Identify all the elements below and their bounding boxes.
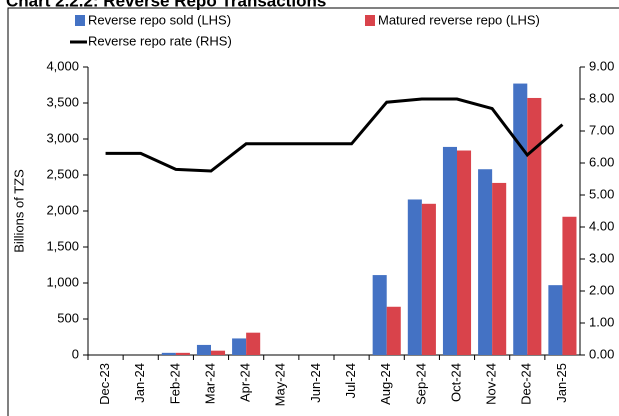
y2-tick-label: 2.00	[589, 282, 614, 297]
x-tick-label: Nov-24	[484, 363, 499, 405]
bar	[196, 344, 211, 355]
legend-label: Matured reverse repo (LHS)	[378, 12, 540, 27]
x-tick-label: Aug-24	[378, 363, 393, 405]
legend-swatch	[365, 15, 375, 26]
y-tick-label: 500	[57, 310, 79, 325]
y-tick-label: 3,000	[46, 130, 79, 145]
bar	[211, 350, 226, 355]
y-tick-label: 0	[72, 346, 79, 361]
x-tick-label: Oct-24	[448, 363, 463, 402]
y2-tick-label: 7.00	[589, 122, 614, 137]
x-tick-label: Apr-24	[238, 363, 253, 402]
x-tick-label: Jul-24	[343, 363, 358, 398]
y2-tick-label: 9.00	[589, 58, 614, 73]
x-tick-label: Mar-24	[202, 363, 217, 404]
bar	[421, 203, 436, 355]
y-tick-label: 3,500	[46, 94, 79, 109]
y-tick-label: 1,000	[46, 274, 79, 289]
bar	[457, 150, 472, 355]
legend-label: Reverse repo rate (RHS)	[88, 33, 232, 48]
bar	[442, 146, 457, 355]
bar	[175, 352, 190, 355]
y-tick-label: 1,500	[46, 238, 79, 253]
y2-tick-label: 4.00	[589, 218, 614, 233]
y2-tick-label: 6.00	[589, 154, 614, 169]
bar	[513, 83, 528, 355]
chart-title: Chart 2.2.2: Reverse Repo Transactions	[6, 0, 326, 10]
bar	[386, 306, 401, 355]
bar	[527, 97, 542, 356]
x-tick-label: Dec-23	[97, 363, 112, 405]
y2-tick-label: 8.00	[589, 90, 614, 105]
x-tick-label: May-24	[273, 363, 288, 406]
x-tick-label: Jan-25	[554, 363, 569, 403]
bar	[161, 352, 176, 355]
bar	[407, 199, 422, 355]
bar	[372, 275, 387, 355]
x-tick-label: Feb-24	[167, 363, 182, 404]
y2-tick-label: 1.00	[589, 314, 614, 329]
y-tick-label: 2,000	[46, 202, 79, 217]
bar	[492, 182, 507, 355]
x-tick-label: Jan-24	[132, 363, 147, 403]
x-tick-label: Sep-24	[413, 363, 428, 405]
bar	[562, 216, 577, 355]
y-axis-label: Billions of TZS	[11, 169, 26, 253]
y2-tick-label: 5.00	[589, 186, 614, 201]
legend-swatch	[75, 15, 85, 26]
bar	[548, 285, 563, 355]
x-tick-label: Jun-24	[308, 363, 323, 403]
y2-tick-label: 3.00	[589, 250, 614, 265]
chart-frame	[7, 7, 619, 416]
legend-label: Reverse repo sold (LHS)	[88, 12, 231, 27]
bar	[478, 169, 493, 355]
bar	[246, 332, 261, 355]
y-tick-label: 4,000	[46, 58, 79, 73]
x-tick-label: Dec-24	[519, 363, 534, 405]
y2-tick-label: 0.00	[589, 346, 614, 361]
y-tick-label: 2,500	[46, 166, 79, 181]
bar	[232, 338, 247, 355]
line	[105, 97, 564, 173]
